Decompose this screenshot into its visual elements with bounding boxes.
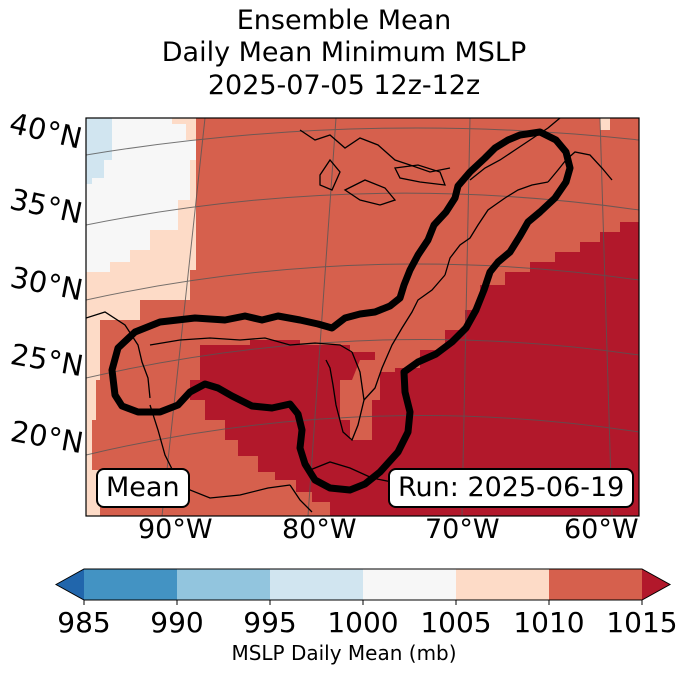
title-line-2: Daily Mean Minimum MSLP xyxy=(161,37,527,68)
colorbar-tick: 1010 xyxy=(513,606,585,639)
colorbar-bin xyxy=(549,569,643,600)
run-date-badge: Run: 2025-06-19 xyxy=(388,468,635,508)
colorbar-tick: 985 xyxy=(57,606,111,639)
title-line-1: Ensemble Mean xyxy=(236,5,452,36)
colorbar-bin xyxy=(456,569,550,600)
colorbar-bin xyxy=(363,569,457,600)
colorbar-extend-high xyxy=(642,569,670,600)
florida-region xyxy=(340,360,380,440)
colorbar-tick: 1015 xyxy=(606,606,678,639)
region-1000-1005 xyxy=(86,118,196,272)
lon-label-60w: 60°W xyxy=(564,514,639,545)
colorbar-bin xyxy=(270,569,364,600)
colorbar-tick: 1000 xyxy=(327,606,399,639)
colorbar-tick: 995 xyxy=(243,606,297,639)
colorbar-bin xyxy=(177,569,271,600)
colorbar-bin xyxy=(84,569,178,600)
lon-label-70w: 70°W xyxy=(425,514,500,545)
mean-contour xyxy=(108,128,574,494)
colorbar-tick: 1005 xyxy=(420,606,492,639)
lon-label-90w: 90°W xyxy=(138,514,213,545)
map-frame xyxy=(85,117,640,517)
region-995-1000 xyxy=(86,118,112,184)
colorbar-label: MSLP Daily Mean (mb) xyxy=(231,641,457,665)
colorbar-tick: 990 xyxy=(150,606,204,639)
colorbar xyxy=(54,568,672,605)
mean-badge: Mean xyxy=(96,468,190,508)
lon-label-80w: 80°W xyxy=(282,514,357,545)
colorbar-extend-low xyxy=(56,569,84,600)
title-line-3: 2025-07-05 12z-12z xyxy=(207,70,481,101)
